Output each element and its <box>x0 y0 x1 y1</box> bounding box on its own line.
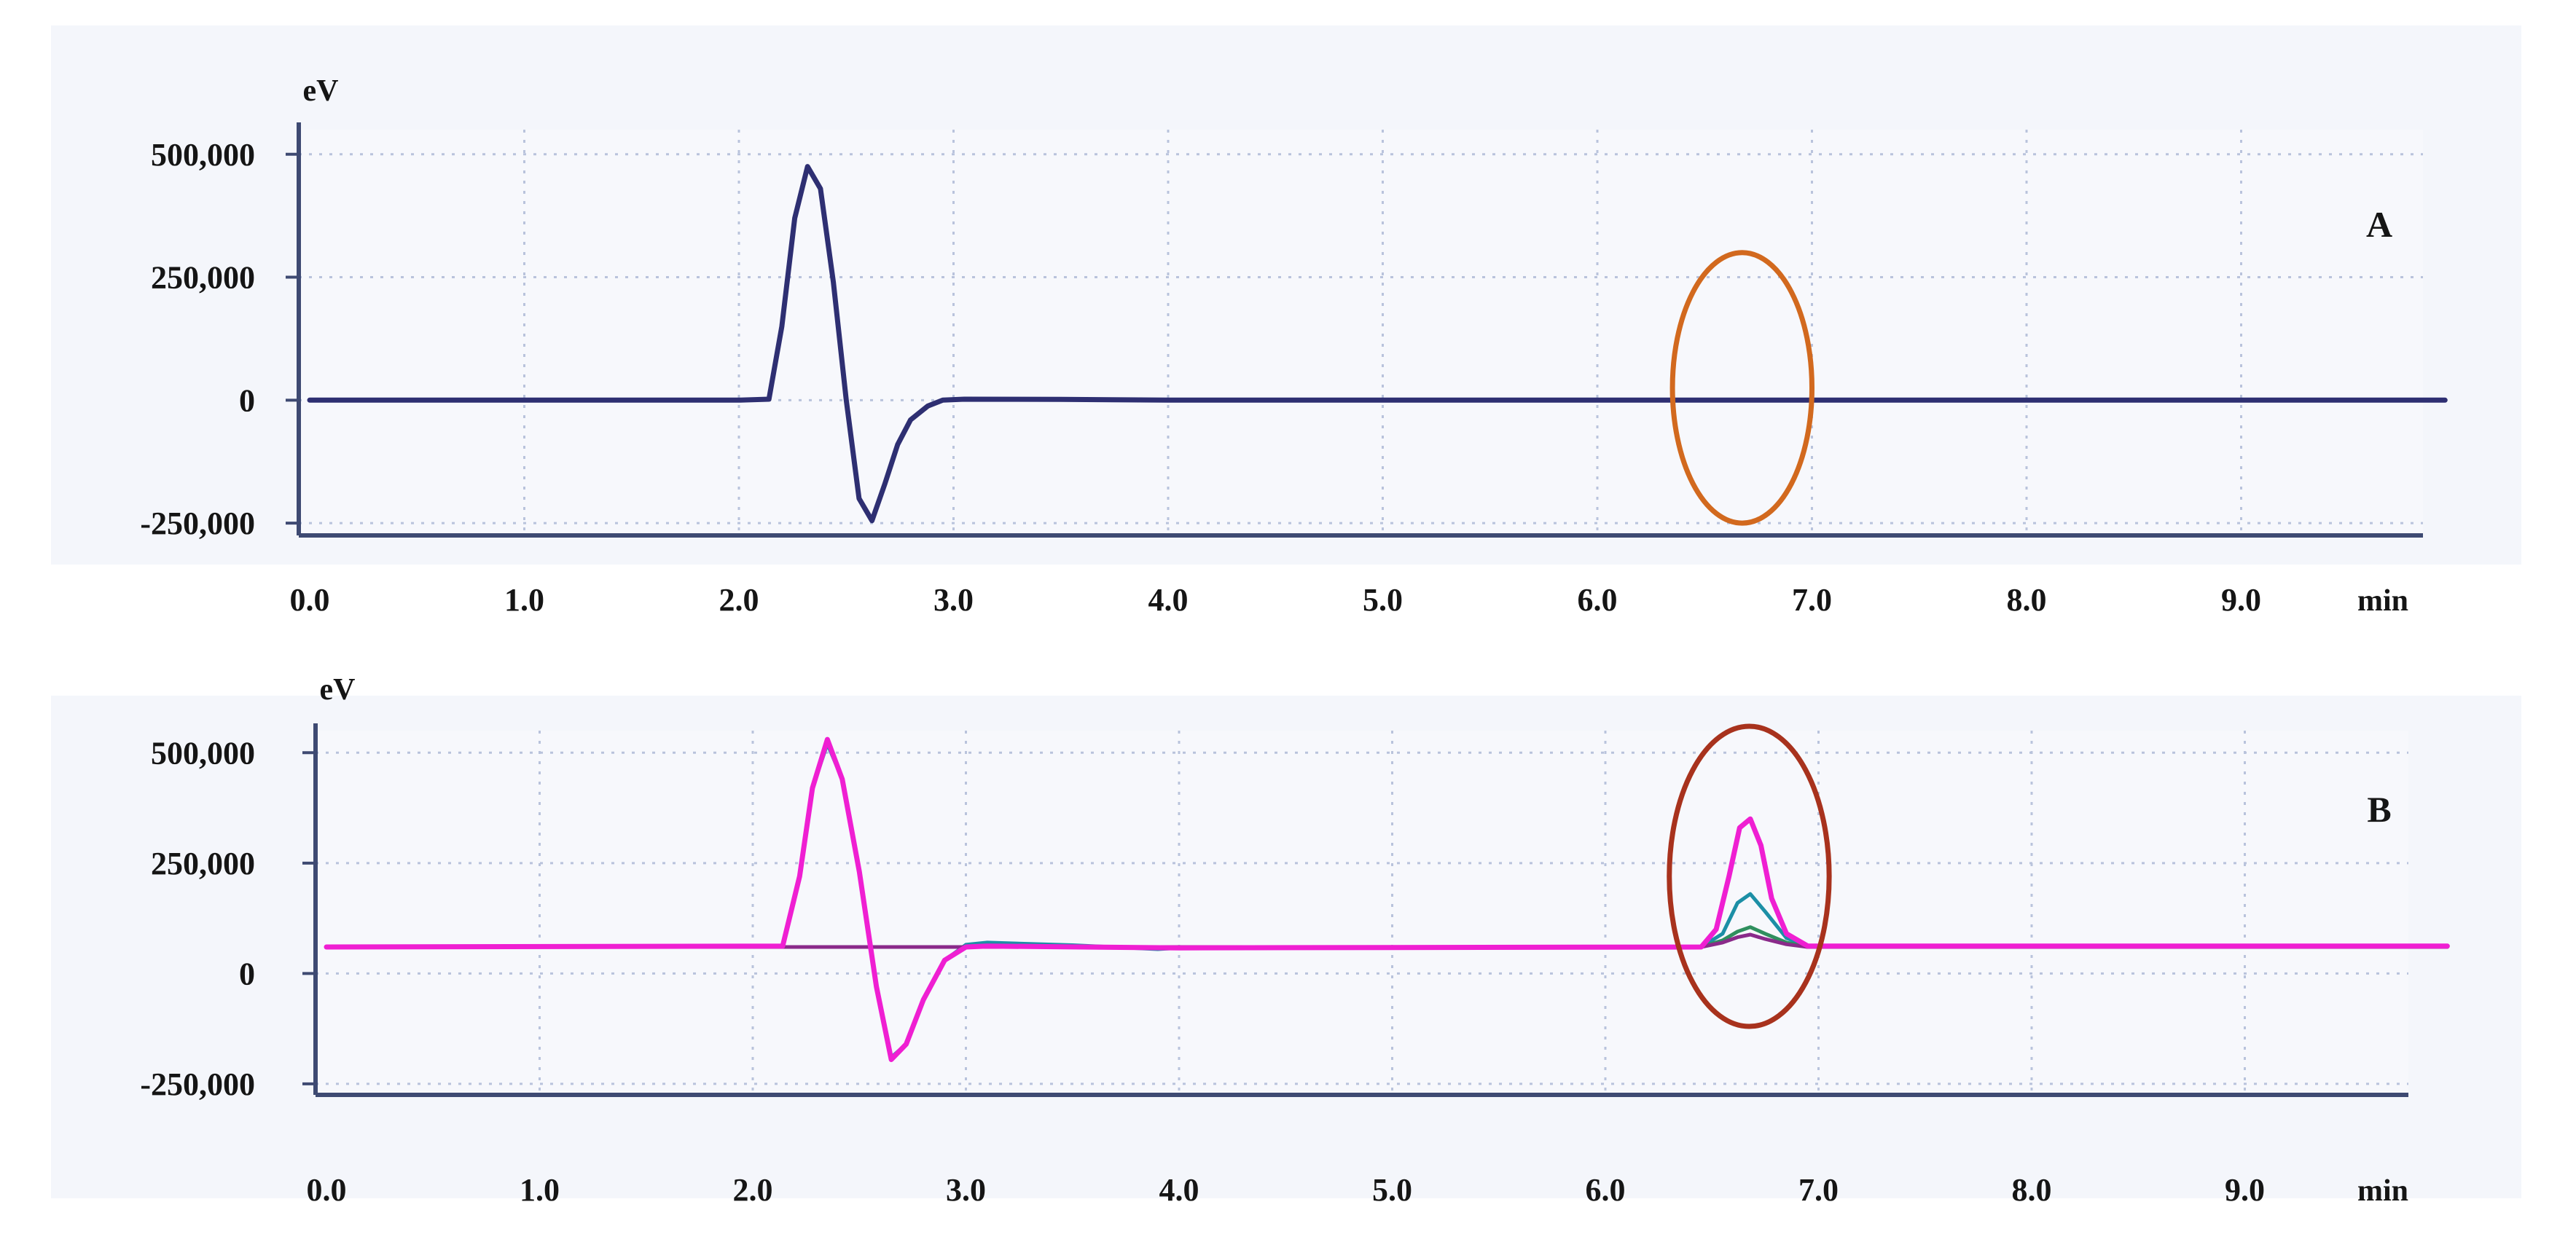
series-line-3 <box>324 932 2449 949</box>
x-tick-label: 0.0 <box>307 1172 347 1208</box>
series-line-1 <box>307 164 2448 524</box>
x-tick-label: 7.0 <box>1798 1172 1839 1208</box>
x-tick-label: 7.0 <box>1792 582 1832 618</box>
x-tick-label: 1.0 <box>520 1172 560 1208</box>
x-tick-label: 6.0 <box>1578 582 1618 618</box>
highlight-ellipse <box>1669 250 1815 526</box>
x-tick-label: 0.0 <box>290 582 330 618</box>
x-axis-unit-label: min <box>2357 1174 2408 1208</box>
y-tick-label: 500,000 <box>151 137 255 173</box>
x-axis-unit-label: min <box>2357 584 2408 618</box>
x-tick-label: 4.0 <box>1148 582 1189 618</box>
y-tick-label: 500,000 <box>151 735 255 771</box>
chart-panel-a: 0.0 1.0 2.0 3.0 4.0 5.0 6.0 7.0 8.0 9.0 min 500,000… <box>51 25 2521 618</box>
x-tick-label: 1.0 <box>504 582 544 618</box>
x-tick-label: 2.0 <box>733 1172 773 1208</box>
y-axis-unit-label: eV <box>303 74 339 108</box>
x-tick-label: 3.0 <box>946 1172 986 1208</box>
x-tick-label: 9.0 <box>2221 582 2261 618</box>
y-tick-label: -250,000 <box>140 1066 255 1102</box>
highlight-ellipse <box>1667 723 1832 1029</box>
x-tick-label: 6.0 <box>1586 1172 1626 1208</box>
x-tick-label: 5.0 <box>1363 582 1403 618</box>
panel-letter: A <box>2366 204 2392 245</box>
x-tick-label: 4.0 <box>1159 1172 1199 1208</box>
x-tick-label: 2.0 <box>719 582 759 618</box>
panel-letter: B <box>2367 789 2391 830</box>
y-tick-label: 0 <box>239 382 255 418</box>
x-tick-label: 9.0 <box>2225 1172 2265 1208</box>
y-tick-label: 0 <box>239 956 255 991</box>
plot-area <box>299 130 2423 535</box>
y-tick-label: -250,000 <box>140 506 255 541</box>
y-axis-unit-label: eV <box>320 673 356 707</box>
x-tick-label: 8.0 <box>2012 1172 2052 1208</box>
y-tick-label: 250,000 <box>151 846 255 881</box>
x-tick-label: 5.0 <box>1372 1172 1412 1208</box>
plot-area <box>316 731 2408 1095</box>
chart-panel-b: 0.0 1.0 2.0 3.0 4.0 5.0 6.0 7.0 8.0 9.0 min 500,000… <box>51 673 2521 1208</box>
series-line-4 <box>324 736 2450 1062</box>
y-tick-label: 250,000 <box>151 260 255 296</box>
x-tick-label: 3.0 <box>933 582 974 618</box>
x-tick-label: 8.0 <box>2007 582 2047 618</box>
